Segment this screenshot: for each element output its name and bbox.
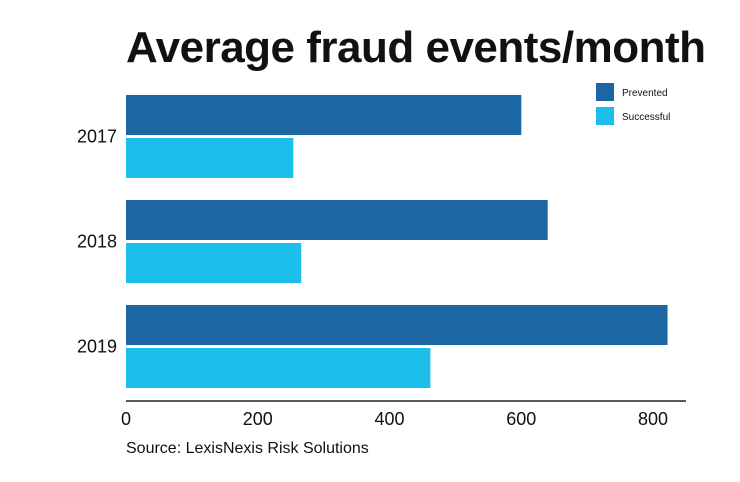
category-label: 2018 xyxy=(77,232,117,252)
legend-swatch-successful xyxy=(596,107,614,125)
source-note: Source: LexisNexis Risk Solutions xyxy=(126,440,369,457)
bar-prevented-2017 xyxy=(126,95,522,135)
bars-group xyxy=(126,95,668,388)
x-tick-label: 600 xyxy=(506,409,536,429)
x-tick-label: 800 xyxy=(638,409,668,429)
legend-swatch-prevented xyxy=(596,83,614,101)
x-tick-label: 0 xyxy=(121,409,131,429)
legend-label-prevented: Prevented xyxy=(622,88,668,99)
x-tick-label: 400 xyxy=(375,409,405,429)
category-label: 2017 xyxy=(77,127,117,147)
legend: Prevented Successful xyxy=(596,83,670,125)
category-label: 2019 xyxy=(77,337,117,357)
legend-label-successful: Successful xyxy=(622,112,670,123)
bar-successful-2018 xyxy=(126,243,302,283)
x-axis: 0 200 400 600 800 xyxy=(121,400,686,429)
bar-successful-2019 xyxy=(126,348,431,388)
category-labels: 2017 2018 2019 xyxy=(77,127,117,357)
chart-title: Average fraud events/month xyxy=(126,23,706,72)
x-tick-label: 200 xyxy=(243,409,273,429)
bar-prevented-2019 xyxy=(126,305,668,345)
bar-successful-2017 xyxy=(126,138,294,178)
bar-prevented-2018 xyxy=(126,200,548,240)
